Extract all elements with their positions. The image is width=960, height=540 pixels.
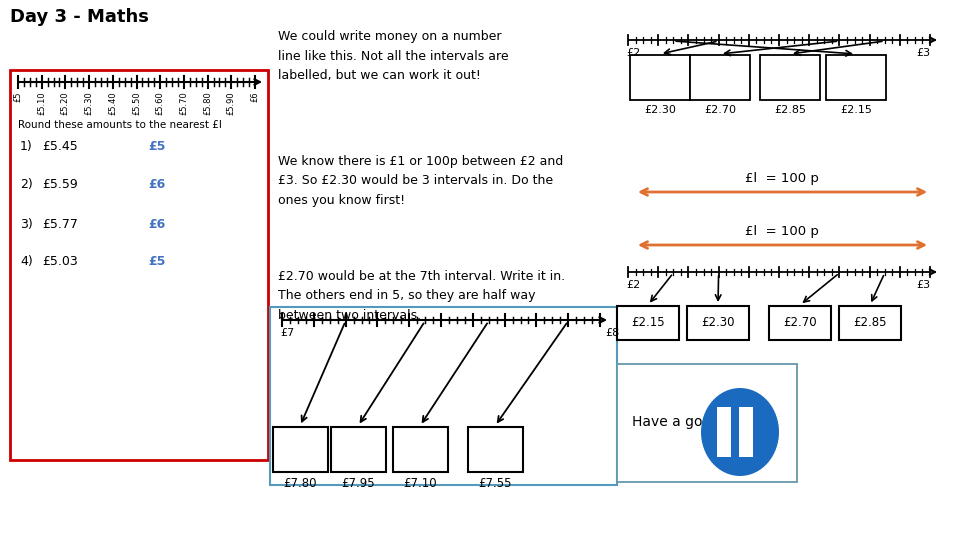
Bar <box>617 364 797 482</box>
Bar <box>270 307 617 485</box>
Bar <box>617 306 679 340</box>
Text: £5.60: £5.60 <box>156 91 165 115</box>
Text: £7.95: £7.95 <box>341 477 374 490</box>
Text: £2.30: £2.30 <box>701 316 734 329</box>
Text: £2.85: £2.85 <box>774 105 806 115</box>
Text: £5.45: £5.45 <box>42 140 78 153</box>
Text: £5.59: £5.59 <box>42 178 78 191</box>
Text: 2): 2) <box>20 178 33 191</box>
Text: Round these amounts to the nearest £l: Round these amounts to the nearest £l <box>18 120 222 130</box>
Bar <box>468 427 522 472</box>
Text: £5.40: £5.40 <box>108 91 117 114</box>
Text: £5: £5 <box>148 140 165 153</box>
Text: £2: £2 <box>626 48 640 58</box>
Text: £5.90: £5.90 <box>227 91 236 114</box>
Text: £2.70: £2.70 <box>783 316 817 329</box>
Bar <box>717 407 731 457</box>
Text: £2.85: £2.85 <box>853 316 887 329</box>
Text: Day 3 - Maths: Day 3 - Maths <box>10 8 149 26</box>
Text: £5.80: £5.80 <box>204 91 212 115</box>
Text: 1): 1) <box>20 140 33 153</box>
Text: £5.50: £5.50 <box>132 91 141 114</box>
Text: £2.15: £2.15 <box>840 105 872 115</box>
Text: £5: £5 <box>13 91 22 102</box>
Text: £7: £7 <box>280 328 295 338</box>
Text: We know there is £1 or 100p between £2 and
£3. So £2.30 would be 3 intervals in.: We know there is £1 or 100p between £2 a… <box>278 155 564 207</box>
Bar <box>826 55 886 100</box>
Text: We could write money on a number
line like this. Not all the intervals are
label: We could write money on a number line li… <box>278 30 509 82</box>
Bar <box>687 306 749 340</box>
Text: £5: £5 <box>148 255 165 268</box>
Text: 3): 3) <box>20 218 33 231</box>
Text: £3: £3 <box>916 280 930 290</box>
Bar <box>630 55 690 100</box>
Text: £6: £6 <box>148 178 165 191</box>
Text: Have a go: Have a go <box>632 415 703 429</box>
Text: £5.77: £5.77 <box>42 218 78 231</box>
Bar <box>330 427 386 472</box>
Text: £6: £6 <box>148 218 165 231</box>
Text: £7.10: £7.10 <box>403 477 437 490</box>
Bar <box>690 55 750 100</box>
Text: £l  = 100 p: £l = 100 p <box>745 172 819 185</box>
Text: £7.80: £7.80 <box>283 477 317 490</box>
Text: £2.70 would be at the 7th interval. Write it in.
The others end in 5, so they ar: £2.70 would be at the 7th interval. Writ… <box>278 270 565 322</box>
Ellipse shape <box>701 388 779 476</box>
Text: £2: £2 <box>626 280 640 290</box>
Bar <box>273 427 327 472</box>
Text: £2.70: £2.70 <box>704 105 736 115</box>
Text: £5.03: £5.03 <box>42 255 78 268</box>
Text: £5.70: £5.70 <box>180 91 188 115</box>
Text: £2.30: £2.30 <box>644 105 676 115</box>
Bar <box>839 306 901 340</box>
Text: £5.30: £5.30 <box>84 91 93 115</box>
Text: £8: £8 <box>605 328 619 338</box>
Text: £7.55: £7.55 <box>478 477 512 490</box>
Text: £5.20: £5.20 <box>60 91 70 114</box>
Bar <box>10 70 268 460</box>
Bar <box>739 407 753 457</box>
Text: 4): 4) <box>20 255 33 268</box>
Bar <box>769 306 831 340</box>
Text: £2.15: £2.15 <box>631 316 665 329</box>
Text: £3: £3 <box>916 48 930 58</box>
Text: £5.10: £5.10 <box>37 91 46 114</box>
Bar <box>393 427 447 472</box>
Bar <box>760 55 820 100</box>
Text: £l  = 100 p: £l = 100 p <box>745 225 819 238</box>
Text: £6: £6 <box>251 91 259 102</box>
